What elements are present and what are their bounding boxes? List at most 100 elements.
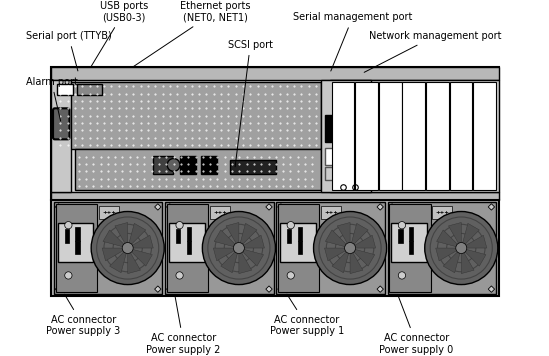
Bar [176,229,180,242]
Bar [187,241,191,254]
Bar [230,160,276,174]
Polygon shape [443,252,460,273]
Bar [57,84,73,95]
Circle shape [287,272,294,279]
Polygon shape [350,253,363,274]
Circle shape [345,242,356,253]
Polygon shape [155,286,161,292]
Polygon shape [214,248,234,261]
Circle shape [167,158,180,171]
Bar [402,82,425,190]
Bar [433,206,452,219]
Bar [75,227,80,241]
Bar [388,202,496,294]
Text: Ethernet ports
(NET0, NET1): Ethernet ports (NET0, NET1) [132,1,251,68]
Polygon shape [214,230,235,247]
Bar [287,229,292,242]
Text: AC connector
Power supply 0: AC connector Power supply 0 [379,294,453,355]
Text: +++: +++ [324,210,338,215]
Polygon shape [324,248,345,261]
Bar [58,223,93,262]
Text: Serial port (TTYB): Serial port (TTYB) [26,31,111,71]
Circle shape [398,272,406,279]
Bar [321,206,341,219]
Bar [75,150,321,190]
Bar [325,148,341,165]
Polygon shape [278,286,284,292]
Polygon shape [326,230,346,247]
Bar [355,82,378,190]
Text: Alarm port: Alarm port [26,77,77,121]
Bar [187,227,191,241]
Polygon shape [337,222,350,243]
Circle shape [176,272,183,279]
Text: +++: +++ [435,210,450,215]
Circle shape [313,211,386,284]
Bar [165,202,273,294]
Polygon shape [466,235,487,248]
Polygon shape [221,252,238,273]
Polygon shape [488,204,495,210]
Polygon shape [115,222,128,243]
Bar [75,241,80,254]
Circle shape [203,211,276,284]
Polygon shape [55,204,61,210]
Polygon shape [155,204,161,210]
Text: AC connector
Power supply 2: AC connector Power supply 2 [147,295,221,355]
Bar [280,223,316,262]
Bar [65,229,69,242]
Bar [473,82,496,190]
Bar [51,80,71,192]
Circle shape [456,242,467,253]
Polygon shape [132,235,153,248]
Polygon shape [355,235,376,248]
Bar [54,202,163,294]
Bar [321,80,371,192]
Polygon shape [389,204,395,210]
Text: Serial management port: Serial management port [293,12,412,71]
Bar [389,204,430,292]
Polygon shape [240,223,257,244]
Bar [330,80,498,192]
Polygon shape [239,253,251,274]
Bar [409,227,413,241]
Circle shape [425,211,498,284]
Bar [56,204,97,292]
Polygon shape [103,230,124,247]
Text: +++: +++ [102,210,116,215]
Bar [51,200,498,297]
Bar [99,206,119,219]
Polygon shape [332,252,349,273]
Bar [167,204,208,292]
Bar [379,82,401,190]
Text: USB ports
(USB0-3): USB ports (USB0-3) [91,1,148,67]
Bar [57,82,321,150]
Polygon shape [463,223,479,244]
Bar [298,241,302,254]
FancyBboxPatch shape [53,108,70,139]
Text: AC connector
Power supply 3: AC connector Power supply 3 [46,294,120,336]
Bar [325,115,341,142]
Bar [332,82,354,190]
Circle shape [65,221,72,229]
Polygon shape [465,250,486,266]
Circle shape [122,242,133,253]
Bar [51,67,498,200]
Text: SCSI port: SCSI port [228,40,273,167]
Circle shape [91,211,164,284]
Polygon shape [266,204,272,210]
Bar [409,241,413,254]
Polygon shape [436,248,457,261]
Bar [450,82,472,190]
Polygon shape [244,235,265,248]
Bar [278,204,320,292]
Bar [210,206,230,219]
Bar [391,223,427,262]
Polygon shape [449,222,461,243]
Circle shape [398,221,406,229]
Polygon shape [488,286,495,292]
Circle shape [233,242,244,253]
Bar [180,156,197,174]
Circle shape [65,272,72,279]
Polygon shape [436,230,457,247]
